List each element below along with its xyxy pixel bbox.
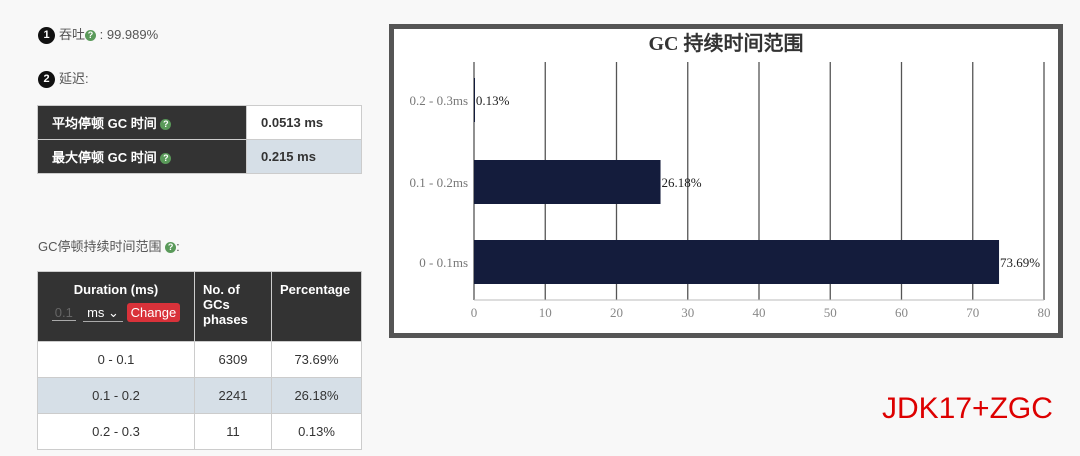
duration-input[interactable]: 0.1 xyxy=(51,305,76,321)
throughput-label: 吞吐 xyxy=(59,27,86,42)
table-row: 0.1 - 0.2 2241 26.18% xyxy=(37,377,362,414)
latency-line: 2 延迟: xyxy=(38,68,89,89)
x-tick-label: 40 xyxy=(753,305,766,320)
help-icon[interactable]: ? xyxy=(160,153,172,165)
y-tick-label: 0.2 - 0.3ms xyxy=(410,93,469,108)
table-row: 0.2 - 0.3 11 0.13% xyxy=(37,413,362,450)
throughput-line: 1 吞吐? : 99.989% xyxy=(38,24,159,45)
avg-pause-value: 0.0513 ms xyxy=(246,105,362,140)
duration-header: Duration (ms) 0.1 ms ⌄ Change xyxy=(37,271,195,342)
latency-table: 平均停顿 GC 时间 ? 0.0513 ms 最大停顿 GC 时间 ? 0.215 … xyxy=(37,105,362,174)
unit-select[interactable]: ms ⌄ xyxy=(83,305,124,322)
step-badge: 2 xyxy=(38,71,55,89)
bar xyxy=(474,160,661,204)
avg-pause-label: 平均停顿 GC 时间 ? xyxy=(37,105,247,140)
x-tick-label: 30 xyxy=(681,305,694,320)
data-label: 73.69% xyxy=(1000,255,1040,270)
x-tick-label: 70 xyxy=(966,305,979,320)
jdk-annotation: JDK17+ZGC xyxy=(882,392,1053,425)
y-tick-label: 0 - 0.1ms xyxy=(419,255,468,270)
x-tick-label: 60 xyxy=(895,305,908,320)
gc-duration-chart: GC 持续时间范围 0 10 20 30 40 50 60 70 80 0 - 0.1ms 73.6… xyxy=(389,24,1063,338)
throughput-value: : 99.989% xyxy=(99,27,159,42)
percentage-header: Percentage xyxy=(271,271,362,342)
data-label: 0.13% xyxy=(476,93,510,108)
chart-title: GC 持续时间范围 xyxy=(649,31,804,55)
x-tick-label: 20 xyxy=(610,305,623,320)
bar xyxy=(474,240,1000,284)
data-label: 26.18% xyxy=(662,175,702,190)
bar xyxy=(474,78,475,122)
x-tick-label: 80 xyxy=(1038,305,1051,320)
help-icon[interactable]: ? xyxy=(85,30,97,42)
count-header: No. of GCs phases xyxy=(194,271,272,342)
x-tick-label: 10 xyxy=(539,305,552,320)
latency-label: 延迟: xyxy=(59,71,89,86)
x-tick-label: 0 xyxy=(471,305,478,320)
x-tick-label: 50 xyxy=(824,305,837,320)
change-button[interactable]: Change xyxy=(126,303,181,322)
y-tick-label: 0.1 - 0.2ms xyxy=(410,175,469,190)
step-badge: 1 xyxy=(38,27,55,45)
range-heading: GC停顿持续时间范围 ?: xyxy=(38,239,180,254)
max-pause-value: 0.215 ms xyxy=(246,139,362,174)
help-icon[interactable]: ? xyxy=(165,242,177,254)
max-pause-label: 最大停顿 GC 时间 ? xyxy=(37,139,247,174)
table-row: 0 - 0.1 6309 73.69% xyxy=(37,341,362,378)
help-icon[interactable]: ? xyxy=(160,119,172,131)
range-table: Duration (ms) 0.1 ms ⌄ Change No. of GCs… xyxy=(37,271,362,450)
